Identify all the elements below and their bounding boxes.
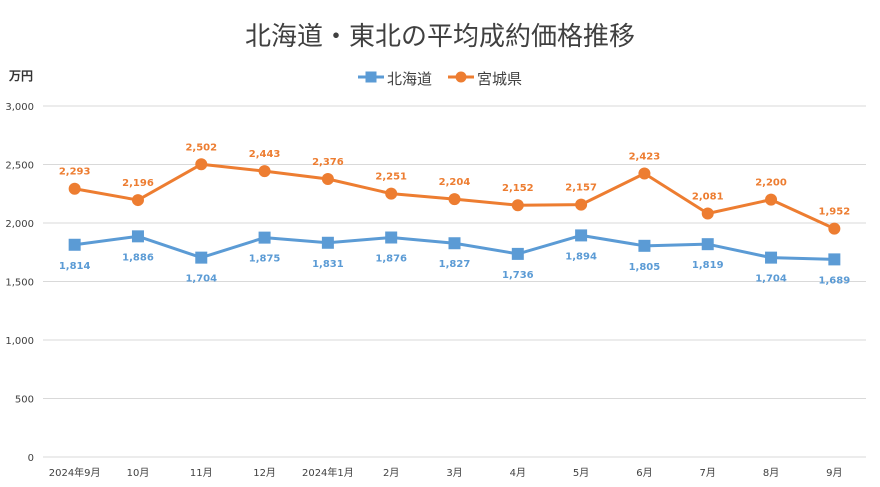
data-point: [765, 193, 778, 206]
data-point: [701, 238, 714, 251]
data-point: [828, 253, 841, 266]
data-point: [575, 229, 588, 242]
data-point: [448, 237, 461, 250]
data-label: 2,196: [122, 178, 154, 189]
data-label: 1,875: [249, 254, 281, 265]
legend-label-miyagi: 宮城県: [477, 70, 522, 88]
data-label: 2,157: [565, 183, 597, 194]
data-point: [448, 193, 461, 206]
data-label: 2,376: [312, 157, 344, 168]
y-axis: 0 500 1,000 1,500 2,000 2,500 3,000: [5, 102, 34, 464]
data-label: 1,831: [312, 259, 344, 270]
data-point: [385, 187, 398, 200]
data-point: [701, 207, 714, 220]
data-label: 1,704: [755, 274, 787, 285]
legend-item-hokkaido: 北海道: [358, 70, 432, 88]
data-label: 1,827: [439, 259, 471, 270]
data-label: 1,704: [185, 274, 217, 285]
data-label: 1,805: [629, 262, 661, 273]
x-tick-label: 12月: [253, 467, 276, 479]
x-tick-label: 4月: [510, 467, 526, 479]
legend-marker-hokkaido: [365, 71, 377, 83]
x-tick-label: 7月: [700, 467, 716, 479]
data-point: [638, 239, 651, 252]
legend-label-hokkaido: 北海道: [387, 70, 432, 88]
data-label: 1,689: [819, 275, 851, 286]
data-label: 1,819: [692, 260, 724, 271]
y-tick-label: 1,500: [5, 278, 34, 289]
data-label: 2,152: [502, 183, 534, 194]
x-axis: 2024年9月 10月 11月 12月 2024年1月 2月 3月 4月 5月 6月 7月 8月 9月: [49, 466, 843, 479]
x-tick-label: 2月: [383, 467, 399, 479]
data-labels: 1,814 1,886 1,704 1,875 1,831 1,876 1,827 1,736…: [59, 142, 850, 286]
data-label: 2,443: [249, 149, 281, 160]
data-label: 2,200: [755, 178, 787, 189]
data-point: [638, 167, 651, 180]
legend-marker-miyagi: [455, 71, 467, 83]
y-tick-label: 3,000: [5, 102, 34, 113]
chart-title: 北海道・東北の平均成約価格推移: [245, 22, 635, 52]
data-label: 1,886: [122, 252, 154, 263]
y-tick-label: 500: [15, 395, 34, 406]
data-label: 1,814: [59, 261, 91, 272]
data-point: [131, 194, 144, 207]
x-tick-label: 6月: [636, 467, 652, 479]
data-point: [131, 230, 144, 243]
data-point: [68, 182, 81, 195]
x-tick-label: 10月: [127, 467, 150, 479]
data-point: [258, 165, 271, 178]
data-label: 2,251: [375, 172, 407, 183]
data-label: 2,293: [59, 167, 91, 178]
data-point: [511, 247, 524, 260]
legend: 北海道 宮城県: [358, 70, 522, 88]
y-tick-label: 2,000: [5, 219, 34, 230]
x-tick-label: 5月: [573, 467, 589, 479]
x-tick-label: 8月: [763, 467, 779, 479]
x-tick-label: 9月: [826, 467, 842, 479]
data-point: [321, 236, 334, 249]
data-point: [68, 238, 81, 251]
y-tick-label: 1,000: [5, 336, 34, 347]
data-point: [258, 231, 271, 244]
data-label: 1,894: [565, 251, 597, 262]
data-point: [195, 158, 208, 171]
x-tick-label: 11月: [190, 467, 213, 479]
data-label: 1,952: [819, 207, 851, 218]
y-axis-unit-label: 万円: [8, 69, 33, 83]
x-tick-label: 2024年9月: [49, 466, 101, 479]
data-point: [195, 251, 208, 264]
legend-item-miyagi: 宮城県: [448, 70, 522, 88]
data-label: 2,081: [692, 192, 724, 203]
data-label: 2,502: [185, 142, 217, 153]
data-label: 1,736: [502, 270, 534, 281]
data-point: [511, 199, 524, 212]
y-tick-label: 0: [28, 453, 34, 464]
data-point: [828, 222, 841, 235]
gridlines: [43, 105, 866, 458]
data-point: [321, 173, 334, 186]
data-label: 2,204: [439, 177, 471, 188]
y-tick-label: 2,500: [5, 161, 34, 172]
data-label: 2,423: [629, 152, 661, 163]
data-label: 1,876: [375, 254, 407, 265]
x-tick-label: 3月: [446, 467, 462, 479]
x-tick-label: 2024年1月: [302, 466, 354, 479]
data-point: [385, 231, 398, 244]
data-point: [575, 198, 588, 211]
data-point: [765, 251, 778, 264]
series-layer: [68, 158, 841, 266]
